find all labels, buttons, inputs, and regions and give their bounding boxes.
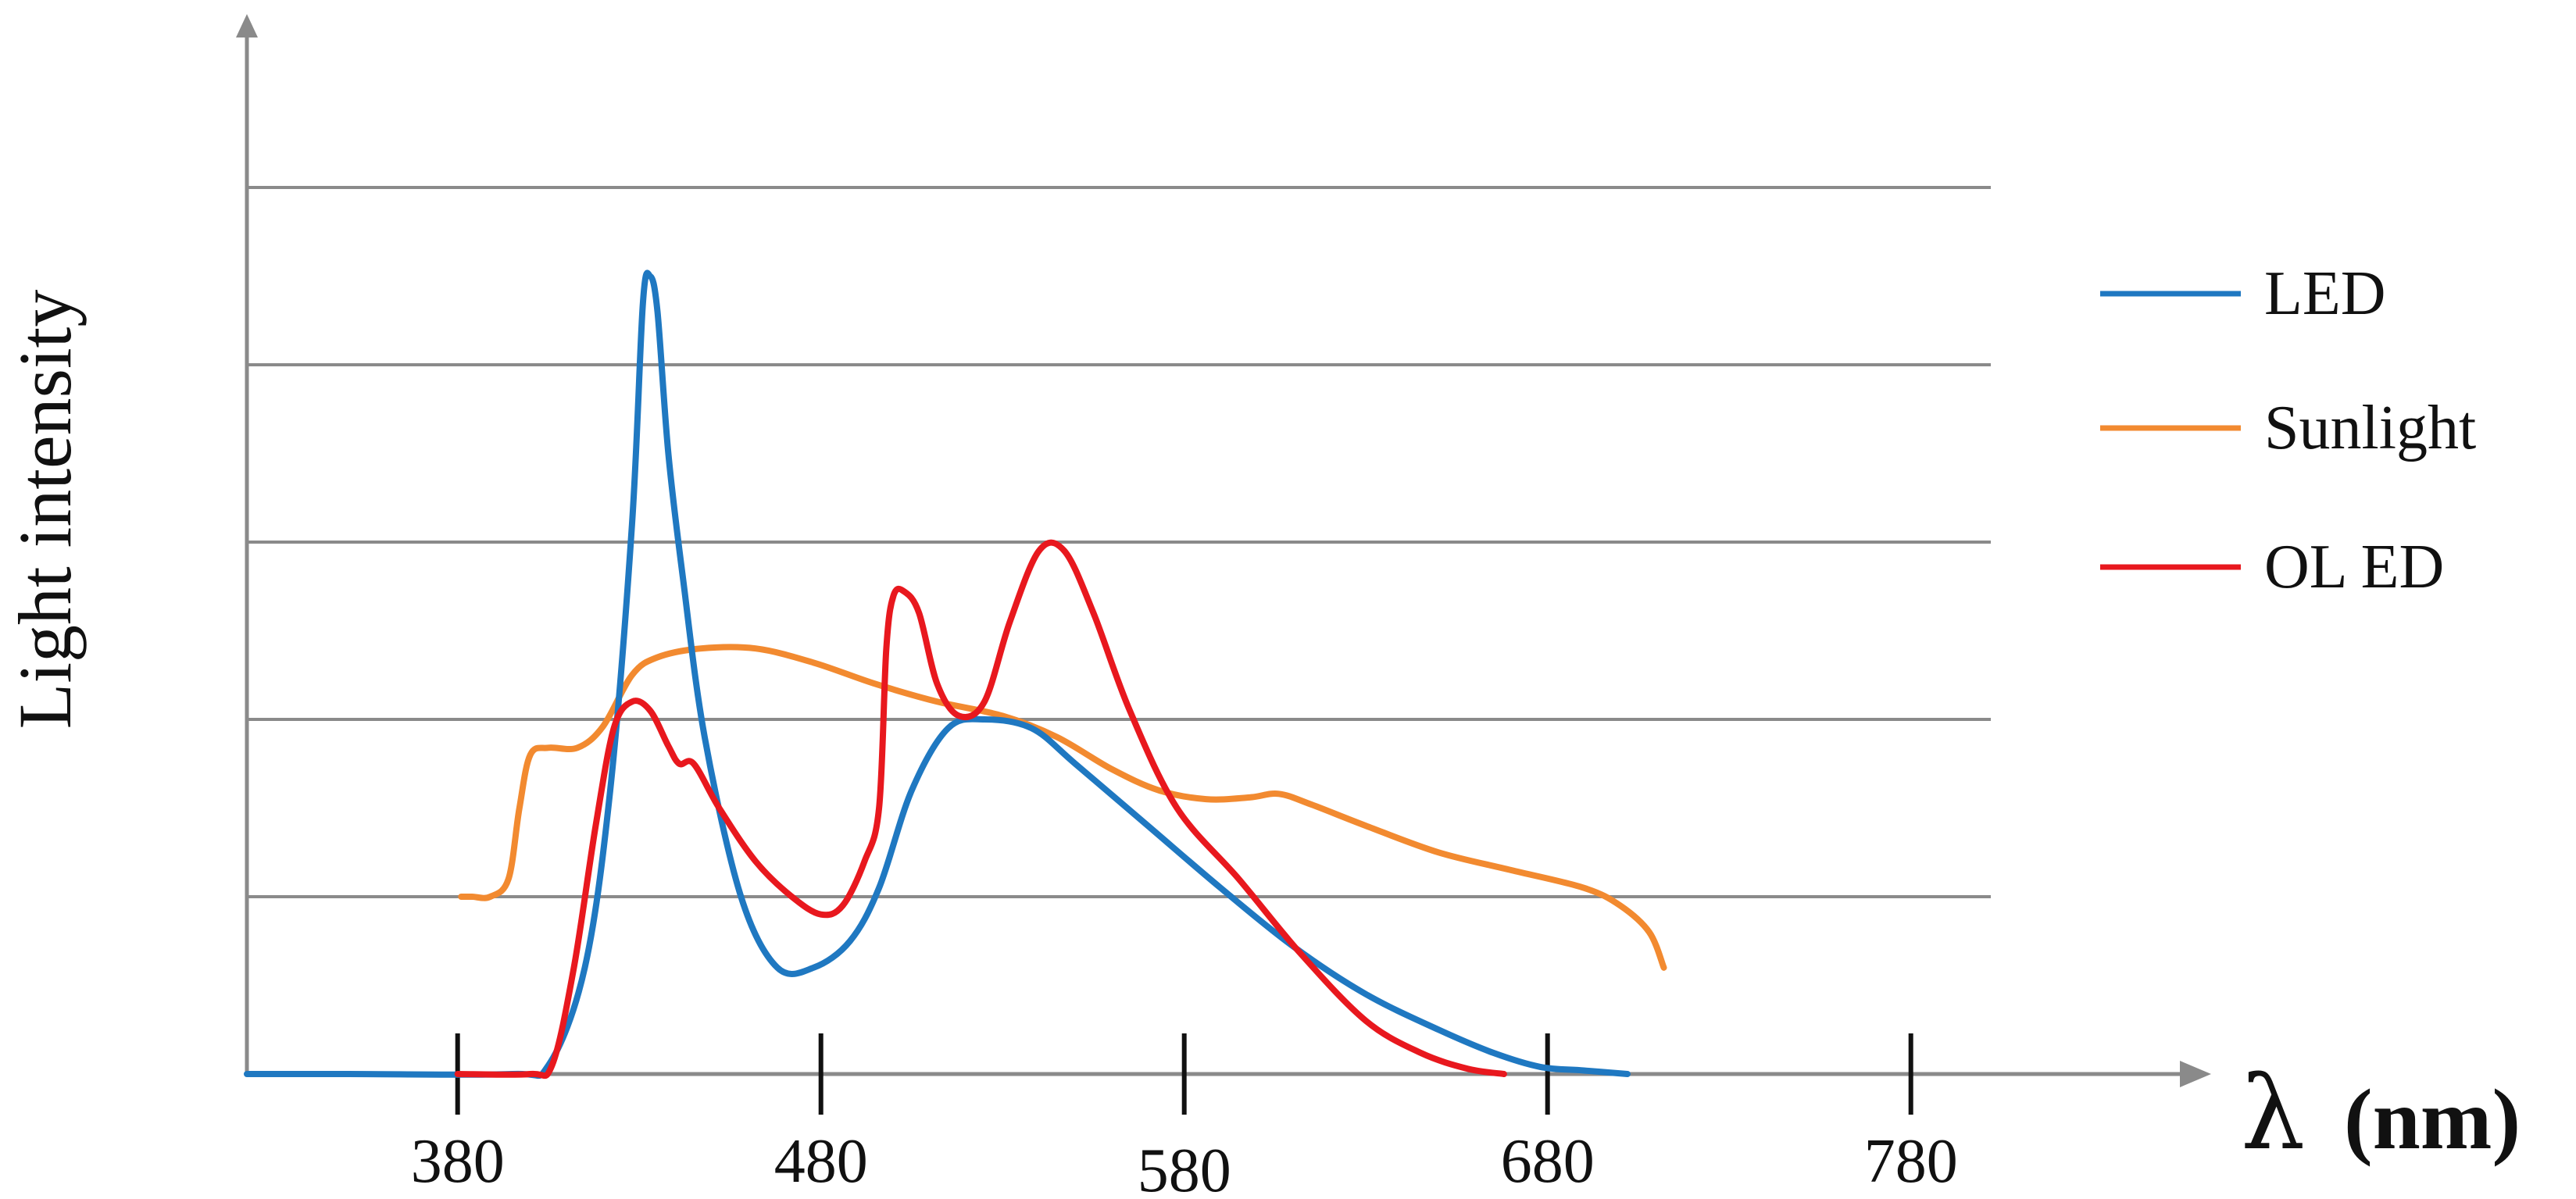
series-layer — [244, 269, 1667, 1079]
x-tick-label: 380 — [411, 1127, 505, 1196]
legend-label-oled: OL ED — [2264, 533, 2444, 601]
x-axis-label-symbol: λ — [2241, 1054, 2305, 1172]
gridlines — [247, 186, 1991, 898]
y-axis-arrow — [236, 14, 258, 37]
legend-label-led: LED — [2264, 259, 2386, 328]
x-tick-label: 780 — [1864, 1127, 1958, 1196]
legend: LED Sunlight OL ED — [2100, 259, 2476, 601]
series-line-oled — [454, 539, 1507, 1079]
x-axis-label-unit: (nm) — [2344, 1072, 2521, 1167]
y-axis-label: Light intensity — [3, 290, 87, 730]
x-axis-arrow — [2180, 1061, 2211, 1087]
x-ticks: 380 480 580 680 780 — [411, 1033, 1958, 1199]
x-tick-label: 480 — [774, 1127, 868, 1196]
x-tick-label: 680 — [1501, 1127, 1595, 1196]
x-tick-label: 580 — [1138, 1137, 1231, 1199]
legend-label-sunlight: Sunlight — [2264, 394, 2476, 462]
series-line-sunlight — [458, 644, 1667, 971]
